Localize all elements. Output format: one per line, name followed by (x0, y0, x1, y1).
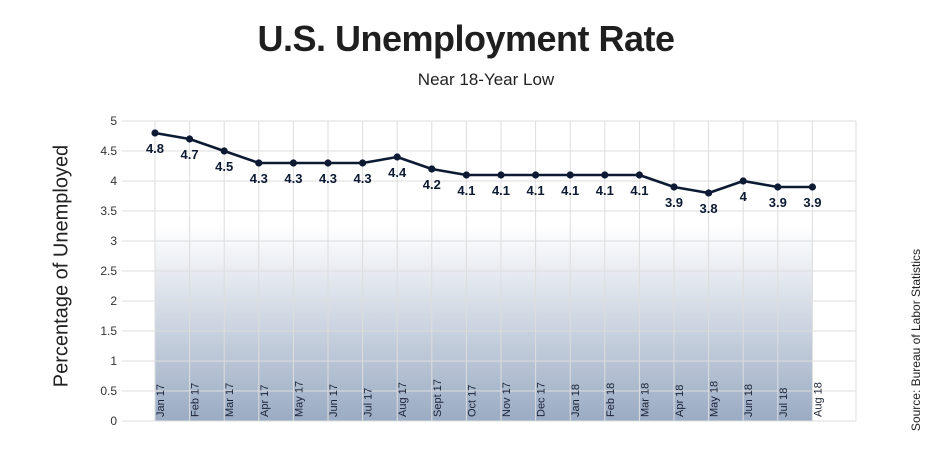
x-tick-label: Mar 18 (639, 383, 651, 417)
data-point (462, 171, 470, 179)
data-point (670, 183, 678, 191)
data-point (289, 159, 297, 167)
y-tick-label: 3.5 (100, 204, 117, 218)
x-tick-label: Jul 17 (363, 388, 375, 417)
chart-subtitle: Near 18-Year Low (417, 70, 555, 89)
data-point (808, 183, 817, 191)
data-point (428, 165, 436, 173)
data-point (705, 189, 713, 197)
data-label: 4.8 (146, 141, 164, 156)
data-point (635, 171, 644, 179)
data-label: 4.3 (250, 171, 268, 186)
x-tick-label: Jan 17 (155, 384, 167, 417)
y-tick-label: 1.5 (100, 324, 117, 338)
data-label: 4.7 (181, 147, 199, 162)
x-tick-label: Mar 17 (224, 383, 236, 417)
data-label: 4.3 (284, 171, 302, 186)
data-label: 4.1 (561, 183, 579, 198)
data-point (359, 159, 367, 167)
data-label: 4.1 (527, 183, 545, 198)
data-label: 4.5 (215, 159, 233, 174)
data-point (393, 153, 401, 161)
x-tick-label: Feb 18 (605, 383, 617, 417)
data-point (186, 135, 194, 143)
source-note: Source: Bureau of Labor Statistics (909, 249, 923, 431)
data-label: 4.1 (596, 183, 614, 198)
x-tick-label: Apr 17 (259, 385, 271, 417)
y-tick-label: 2.5 (100, 264, 117, 278)
data-label: 4 (740, 189, 748, 204)
data-label: 4.2 (423, 177, 441, 192)
x-tick-label: Jun 17 (328, 384, 340, 417)
data-point (532, 171, 540, 179)
x-tick-label: Aug 17 (397, 382, 409, 417)
y-axis-ticks: 0 0.5 1 1.5 2 2.5 3 3.5 4 4.5 5 (100, 114, 117, 428)
data-point (774, 183, 782, 191)
data-point (601, 171, 609, 179)
y-tick-label: 4 (110, 174, 117, 188)
x-tick-label: Aug 18 (812, 382, 824, 417)
series-line (154, 131, 813, 195)
data-label: 3.9 (665, 195, 683, 210)
y-tick-label: 0 (110, 414, 117, 428)
x-axis-ticks: Jan 17 Feb 17 Mar 17 Apr 17 May 17 Jun 17 Jul … (155, 379, 824, 417)
data-point (151, 129, 159, 137)
data-label: 3.9 (769, 195, 787, 210)
data-label: 4.1 (492, 183, 510, 198)
x-tick-label: Oct 17 (466, 385, 478, 417)
data-label: 4.3 (354, 171, 372, 186)
x-tick-label: Sept 17 (432, 379, 444, 417)
data-label: 4.3 (319, 171, 337, 186)
y-tick-label: 4.5 (100, 144, 117, 158)
data-label: 4.1 (630, 183, 648, 198)
data-point (255, 159, 263, 167)
y-tick-label: 2 (110, 294, 117, 308)
x-tick-label: Apr 18 (674, 385, 686, 417)
y-tick-label: 1 (110, 354, 117, 368)
data-point (497, 171, 505, 179)
chart-title: U.S. Unemployment Rate (257, 18, 675, 59)
data-label: 4.4 (388, 165, 407, 180)
y-tick-label: 0.5 (100, 384, 117, 398)
x-tick-label: Nov 17 (501, 382, 513, 417)
data-label: 3.9 (803, 195, 821, 210)
data-point (220, 147, 228, 155)
y-tick-label: 3 (110, 234, 117, 248)
data-label: 3.8 (700, 201, 718, 216)
x-tick-label: May 17 (293, 381, 305, 417)
x-tick-label: Jul 18 (778, 388, 790, 417)
data-point (566, 171, 574, 179)
x-tick-label: Jan 18 (570, 384, 582, 417)
y-tick-label: 5 (110, 114, 117, 128)
data-label: 4.1 (457, 183, 475, 198)
x-tick-label: May 18 (709, 381, 721, 417)
data-labels: 4.8 4.7 4.5 4.3 4.3 4.3 4.3 4.4 4.2 4.1 4.1 4.1 4.1 4… (146, 141, 821, 216)
x-tick-label: Feb 17 (190, 383, 202, 417)
y-axis-label: Percentage of Unemployed (50, 145, 72, 387)
series-unemployment-rate (151, 129, 817, 197)
x-tick-label: Jun 18 (743, 384, 755, 417)
data-point (324, 159, 332, 167)
gridlines (122, 120, 857, 422)
data-point (739, 177, 747, 185)
x-tick-label: Dec 17 (536, 382, 548, 417)
